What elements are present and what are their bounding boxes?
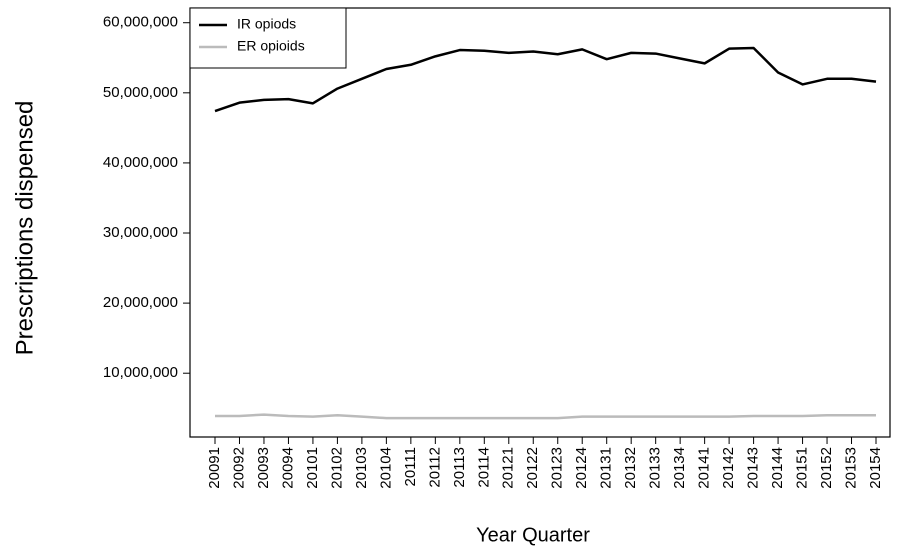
x-tick-label: 20111 — [402, 447, 419, 487]
legend-label: IR opiods — [237, 16, 296, 32]
x-tick-label: 20142 — [720, 447, 737, 489]
y-tick-label: 60,000,000 — [103, 14, 178, 31]
y-tick-label: 20,000,000 — [103, 294, 178, 311]
x-tick-label: 20093 — [255, 447, 272, 489]
x-tick-label: 20094 — [279, 447, 296, 489]
x-tick-label: 20091 — [206, 447, 223, 489]
x-axis-label: Year Quarter — [476, 524, 590, 546]
x-tick-label: 20121 — [500, 447, 517, 489]
x-tick-label: 20154 — [867, 447, 884, 489]
y-tick-label: 10,000,000 — [103, 364, 178, 381]
series-line — [215, 413, 876, 420]
x-tick-label: 20152 — [818, 447, 835, 489]
y-tick-label: 50,000,000 — [103, 84, 178, 101]
x-tick-label: 20144 — [769, 447, 786, 489]
x-tick-label: 20102 — [328, 447, 345, 489]
series-line — [214, 46, 877, 113]
legend-box — [189, 7, 347, 69]
x-tick-label: 20153 — [842, 447, 859, 489]
x-tick-label: 20103 — [353, 447, 370, 489]
x-tick-label: 20143 — [745, 447, 762, 489]
x-tick-label: 20124 — [573, 447, 590, 489]
x-tick-label: 20151 — [794, 447, 811, 489]
x-tick-label: 20113 — [451, 447, 468, 488]
x-tick-label: 20141 — [696, 447, 713, 489]
y-tick-label: 30,000,000 — [103, 224, 178, 241]
x-tick-label: 20133 — [647, 447, 664, 489]
y-tick-label: 40,000,000 — [103, 154, 178, 171]
x-tick-label: 20134 — [671, 447, 688, 489]
x-tick-label: 20101 — [304, 447, 321, 489]
x-tick-label: 20132 — [622, 447, 639, 489]
legend: IR opiods ER opioids — [189, 7, 347, 69]
x-tick-label: 20114 — [475, 447, 492, 488]
legend-label: ER opioids — [237, 38, 305, 54]
x-tick-label: 20112 — [426, 447, 443, 488]
x-tick-label: 20131 — [598, 447, 615, 489]
plot-frame — [189, 7, 891, 438]
x-tick-label: 20122 — [524, 447, 541, 489]
x-tick-label: 20123 — [549, 447, 566, 489]
y-axis-label: Prescriptions dispensed — [11, 101, 38, 356]
x-tick-label: 20104 — [377, 447, 394, 489]
x-tick-label: 20092 — [230, 447, 247, 489]
